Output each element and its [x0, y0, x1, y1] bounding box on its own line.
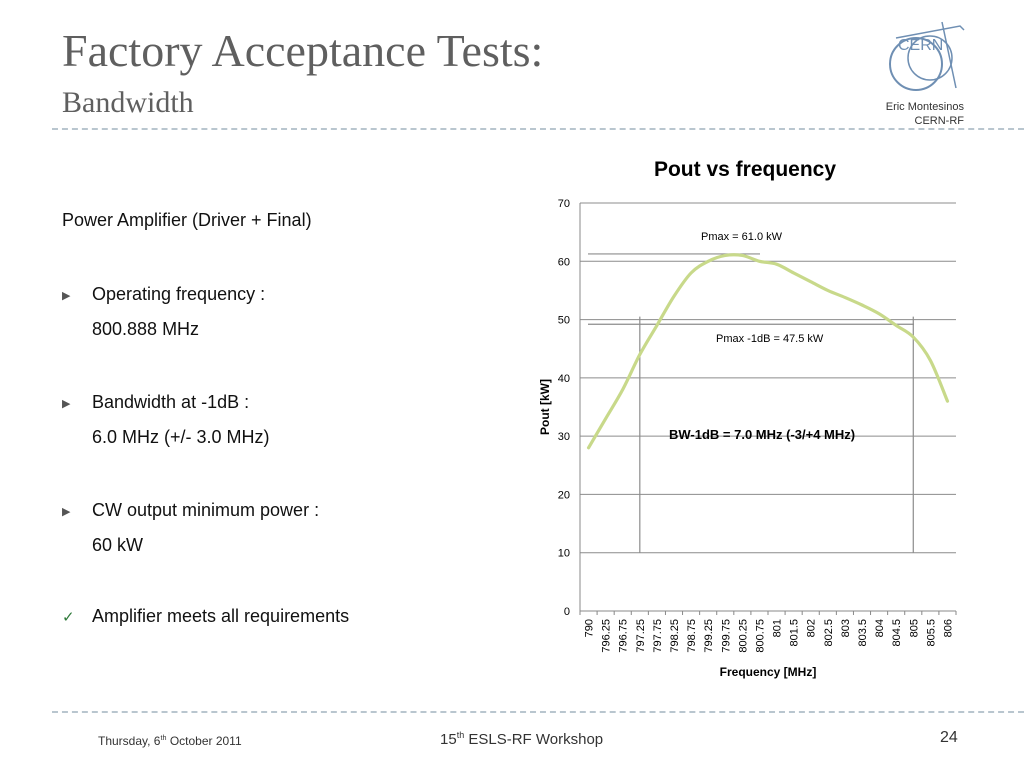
y-tick-label: 30	[558, 431, 570, 443]
x-tick-label: 799.75	[720, 619, 732, 653]
bullet-label: Bandwidth at -1dB :	[92, 392, 250, 412]
cern-logo: CERN	[889, 21, 965, 91]
bullet-label: Operating frequency :	[92, 284, 266, 304]
bullet-label: CW output minimum power :	[92, 500, 320, 520]
pout-data-point	[758, 260, 761, 263]
x-tick-label: 801	[772, 619, 784, 637]
x-tick-label: 796.25	[601, 619, 613, 653]
pout-data-point	[656, 324, 658, 327]
y-tick-label: 20	[558, 489, 570, 501]
x-tick-label: 801.5	[789, 619, 801, 647]
pout-data-point	[827, 289, 829, 292]
x-tick-label: 804	[874, 619, 886, 637]
bullet-value: 6.0 MHz (+/- 3.0 MHz)	[92, 427, 270, 447]
content-heading: Power Amplifier (Driver + Final)	[62, 210, 312, 230]
x-tick-label: 798.75	[686, 619, 698, 653]
x-tick-label: 802	[806, 619, 818, 637]
slide-title: Factory Acceptance Tests:	[62, 25, 544, 76]
x-tick-label: 796.75	[618, 619, 630, 653]
x-axis-title: Frequency [MHz]	[720, 665, 817, 679]
bullet-value: 800.888 MHz	[92, 319, 200, 339]
y-tick-label: 0	[564, 606, 570, 618]
pout-data-point	[912, 336, 915, 338]
check-item-text: Amplifier meets all requirements	[92, 606, 350, 626]
footer-divider	[52, 711, 1024, 713]
y-tick-label: 40	[558, 373, 570, 385]
x-tick-label: 800.75	[754, 619, 766, 653]
author-org: CERN-RF	[914, 115, 965, 127]
footer-event: 15th ESLS-RF Workshop	[440, 730, 604, 748]
x-tick-label: 797.25	[635, 619, 647, 653]
checkmark-icon: ✓	[62, 609, 75, 626]
pout-data-point	[587, 447, 590, 449]
y-tick-label: 10	[558, 548, 570, 560]
pout-data-point	[844, 296, 846, 299]
footer-date: Thursday, 6th October 2011	[98, 733, 242, 748]
annotation-pmax: Pmax = 61.0 kW	[701, 231, 783, 243]
pout-data-point	[673, 295, 675, 298]
pout-data-point	[639, 353, 641, 356]
slide-subtitle: Bandwidth	[62, 86, 194, 119]
logo-text: CERN	[898, 37, 943, 54]
y-axis-title: Pout [kW]	[538, 379, 552, 435]
x-tick-label: 806	[942, 619, 954, 637]
x-tick-label: 805.5	[925, 619, 937, 647]
y-tick-label: 50	[558, 315, 570, 327]
pout-data-point	[724, 254, 727, 257]
y-tick-label: 70	[558, 198, 570, 210]
annotation-pmax-1db: Pmax -1dB = 47.5 kW	[716, 333, 824, 345]
x-tick-label: 804.5	[891, 619, 903, 647]
pout-vs-frequency-chart: 0 10 20 30 40 50 60 70 790 796.25 796.75 797.25 797.…	[538, 198, 957, 679]
pout-data-point	[861, 304, 863, 306]
x-tick-label: 805	[908, 619, 920, 637]
pout-data-point	[775, 263, 778, 265]
y-tick-label: 60	[558, 256, 570, 268]
pout-series-line	[586, 253, 950, 450]
pout-data-point	[604, 417, 607, 420]
x-tick-label: 802.5	[823, 619, 835, 647]
pout-data-point	[895, 324, 897, 327]
x-tick-label: 790	[584, 619, 596, 637]
header-divider	[52, 128, 1024, 130]
x-tick-label: 797.75	[652, 619, 664, 653]
bullet-value: 60 kW	[92, 535, 144, 555]
pout-data-point	[809, 280, 812, 283]
pout-data-point	[878, 312, 880, 315]
pout-data-point	[792, 272, 795, 274]
x-tick-label: 799.25	[703, 619, 715, 653]
pout-data-point	[621, 388, 624, 391]
bullet-arrow-icon: ▶	[62, 506, 71, 518]
bullet-arrow-icon: ▶	[62, 398, 71, 410]
author-block: Eric Montesinos CERN-RF	[886, 100, 964, 128]
pout-data-point	[946, 400, 949, 402]
x-tick-label: 803	[840, 619, 852, 637]
page-number: 24	[940, 729, 958, 746]
x-tick-label: 803.5	[857, 619, 869, 647]
bullet-arrow-icon: ▶	[62, 290, 71, 302]
author-name: Eric Montesinos	[885, 101, 964, 113]
pout-data-point	[707, 260, 709, 263]
x-tick-label: 800.25	[737, 619, 749, 653]
pout-data-point	[690, 272, 692, 274]
pout-data-point	[741, 254, 744, 257]
annotation-bandwidth: BW-1dB = 7.0 MHz (-3/+4 MHz)	[669, 427, 855, 442]
x-tick-label: 798.25	[669, 619, 681, 653]
pout-data-point	[929, 359, 932, 362]
chart-title: Pout vs frequency	[653, 158, 837, 181]
